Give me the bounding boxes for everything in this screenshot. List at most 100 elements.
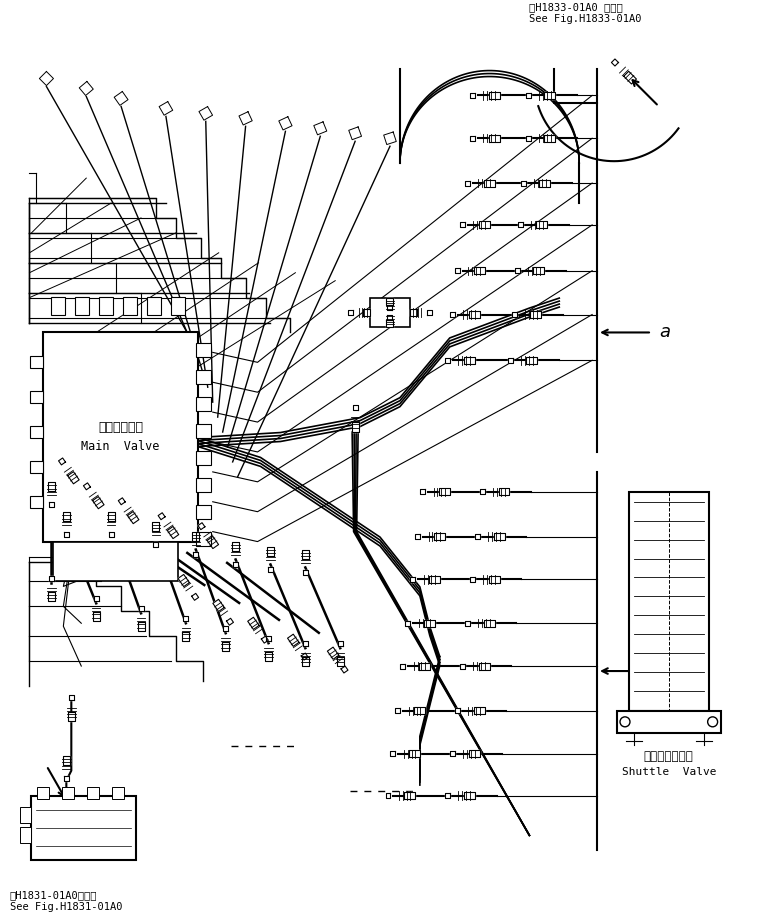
Polygon shape [530, 311, 541, 318]
Polygon shape [199, 107, 212, 120]
Polygon shape [347, 310, 353, 315]
Polygon shape [265, 652, 272, 661]
Polygon shape [388, 315, 392, 320]
Polygon shape [409, 750, 420, 757]
Polygon shape [49, 503, 54, 507]
Polygon shape [411, 577, 415, 582]
Polygon shape [266, 636, 271, 641]
Bar [171, 297, 185, 314]
Polygon shape [118, 498, 125, 505]
Polygon shape [313, 122, 327, 135]
Text: Main  Valve: Main Valve [81, 440, 160, 453]
Polygon shape [475, 534, 480, 539]
Polygon shape [178, 574, 189, 586]
Polygon shape [537, 221, 547, 229]
Polygon shape [395, 709, 401, 713]
Polygon shape [527, 357, 537, 364]
Polygon shape [49, 576, 54, 581]
Polygon shape [470, 93, 475, 98]
Bar [123, 297, 137, 314]
Polygon shape [69, 696, 74, 700]
Polygon shape [515, 268, 520, 273]
Polygon shape [410, 309, 418, 316]
Polygon shape [474, 708, 485, 714]
Polygon shape [493, 533, 505, 540]
Polygon shape [193, 552, 198, 557]
Polygon shape [39, 72, 53, 85]
Polygon shape [424, 619, 435, 627]
Polygon shape [337, 641, 343, 646]
Polygon shape [521, 181, 526, 186]
Polygon shape [450, 312, 455, 317]
Polygon shape [611, 59, 618, 66]
Polygon shape [483, 619, 495, 627]
Bar [196, 344, 211, 357]
Polygon shape [533, 267, 544, 274]
Polygon shape [474, 267, 485, 274]
Polygon shape [303, 570, 308, 575]
Bar [196, 531, 211, 546]
Bar [19, 808, 32, 823]
Polygon shape [109, 532, 113, 537]
Polygon shape [469, 750, 479, 757]
Polygon shape [508, 357, 513, 363]
Polygon shape [59, 458, 66, 465]
Bar [196, 397, 211, 411]
Polygon shape [414, 708, 425, 714]
Text: a: a [659, 323, 670, 342]
Polygon shape [349, 127, 361, 140]
Polygon shape [233, 562, 238, 567]
Polygon shape [489, 92, 499, 99]
Bar [196, 478, 211, 492]
Polygon shape [479, 221, 489, 229]
Polygon shape [80, 82, 93, 96]
Polygon shape [419, 663, 430, 670]
Text: メインバルブ: メインバルブ [98, 421, 143, 434]
Polygon shape [262, 636, 269, 643]
Bar [87, 787, 100, 799]
Polygon shape [470, 577, 475, 582]
Polygon shape [445, 793, 450, 798]
Polygon shape [192, 531, 199, 540]
Polygon shape [499, 488, 510, 495]
Polygon shape [387, 320, 394, 327]
Circle shape [708, 717, 718, 727]
Polygon shape [469, 311, 479, 318]
Bar [76, 297, 90, 314]
Text: 第H1831-01A0図参照: 第H1831-01A0図参照 [9, 891, 97, 900]
Polygon shape [384, 132, 396, 144]
Circle shape [620, 717, 630, 727]
Text: Shuttle  Valve: Shuttle Valve [621, 766, 716, 777]
Polygon shape [93, 496, 104, 509]
Polygon shape [63, 512, 69, 521]
Polygon shape [127, 512, 139, 524]
Polygon shape [232, 541, 239, 550]
Polygon shape [337, 657, 344, 666]
Polygon shape [191, 594, 198, 600]
Polygon shape [526, 136, 531, 141]
Bar [30, 357, 43, 369]
Polygon shape [404, 792, 415, 799]
Bar [63, 787, 74, 799]
Polygon shape [512, 312, 517, 317]
Polygon shape [518, 222, 523, 227]
Text: See Fig.H1833-01A0: See Fig.H1833-01A0 [530, 14, 642, 24]
Polygon shape [302, 657, 309, 666]
Bar [196, 451, 211, 465]
Polygon shape [540, 179, 550, 187]
Bar [52, 297, 66, 314]
Polygon shape [464, 357, 475, 364]
Polygon shape [182, 632, 189, 641]
Polygon shape [48, 482, 55, 491]
Polygon shape [483, 179, 495, 187]
Polygon shape [63, 755, 69, 765]
Bar [100, 297, 113, 314]
Polygon shape [434, 533, 445, 540]
Polygon shape [428, 310, 432, 315]
Polygon shape [287, 634, 299, 646]
Polygon shape [301, 653, 308, 660]
Polygon shape [153, 522, 160, 530]
Polygon shape [222, 642, 229, 652]
Bar [19, 827, 32, 844]
Polygon shape [279, 117, 292, 130]
